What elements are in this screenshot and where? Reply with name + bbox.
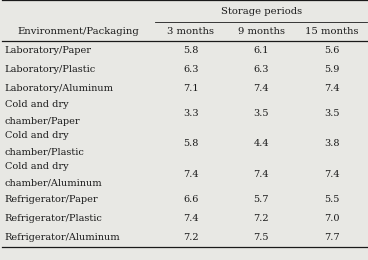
Text: 6.6: 6.6 (183, 195, 198, 204)
Text: 7.4: 7.4 (183, 170, 198, 179)
Text: 7.4: 7.4 (254, 84, 269, 93)
Text: Cold and dry: Cold and dry (5, 131, 68, 140)
Text: Laboratory/Plastic: Laboratory/Plastic (5, 65, 96, 74)
Text: Cold and dry: Cold and dry (5, 100, 68, 109)
Text: Laboratory/Paper: Laboratory/Paper (5, 46, 92, 55)
Text: 9 months: 9 months (238, 27, 285, 36)
Text: chamber/Aluminum: chamber/Aluminum (5, 178, 102, 187)
Text: Refrigerator/Plastic: Refrigerator/Plastic (5, 214, 103, 223)
Text: Refrigerator/Paper: Refrigerator/Paper (5, 195, 98, 204)
Text: chamber/Plastic: chamber/Plastic (5, 148, 85, 157)
Text: 7.7: 7.7 (324, 233, 340, 242)
Text: 3.5: 3.5 (324, 109, 340, 118)
Text: 3.3: 3.3 (183, 109, 198, 118)
Text: 7.5: 7.5 (254, 233, 269, 242)
Text: 7.4: 7.4 (324, 170, 340, 179)
Text: 3.5: 3.5 (254, 109, 269, 118)
Text: 7.4: 7.4 (254, 170, 269, 179)
Text: 4.4: 4.4 (254, 139, 269, 148)
Text: 5.7: 5.7 (254, 195, 269, 204)
Text: 7.2: 7.2 (183, 233, 198, 242)
Text: 7.4: 7.4 (324, 84, 340, 93)
Text: 6.3: 6.3 (183, 65, 198, 74)
Text: 7.0: 7.0 (324, 214, 340, 223)
Text: 5.5: 5.5 (324, 195, 340, 204)
Text: 3 months: 3 months (167, 27, 214, 36)
Text: Refrigerator/Aluminum: Refrigerator/Aluminum (5, 233, 120, 242)
Text: 7.4: 7.4 (183, 214, 198, 223)
Text: Laboratory/Aluminum: Laboratory/Aluminum (5, 84, 114, 93)
Text: 5.6: 5.6 (324, 46, 340, 55)
Text: 15 months: 15 months (305, 27, 359, 36)
Text: 5.8: 5.8 (183, 46, 198, 55)
Text: 5.9: 5.9 (324, 65, 340, 74)
Text: Storage periods: Storage periods (221, 7, 302, 16)
Text: 7.1: 7.1 (183, 84, 198, 93)
Text: 5.8: 5.8 (183, 139, 198, 148)
Text: 3.8: 3.8 (324, 139, 340, 148)
Text: chamber/Paper: chamber/Paper (5, 117, 81, 126)
Text: Environment/Packaging: Environment/Packaging (18, 27, 139, 36)
Text: Cold and dry: Cold and dry (5, 162, 68, 171)
Text: 6.1: 6.1 (254, 46, 269, 55)
Text: 7.2: 7.2 (254, 214, 269, 223)
Text: 6.3: 6.3 (254, 65, 269, 74)
